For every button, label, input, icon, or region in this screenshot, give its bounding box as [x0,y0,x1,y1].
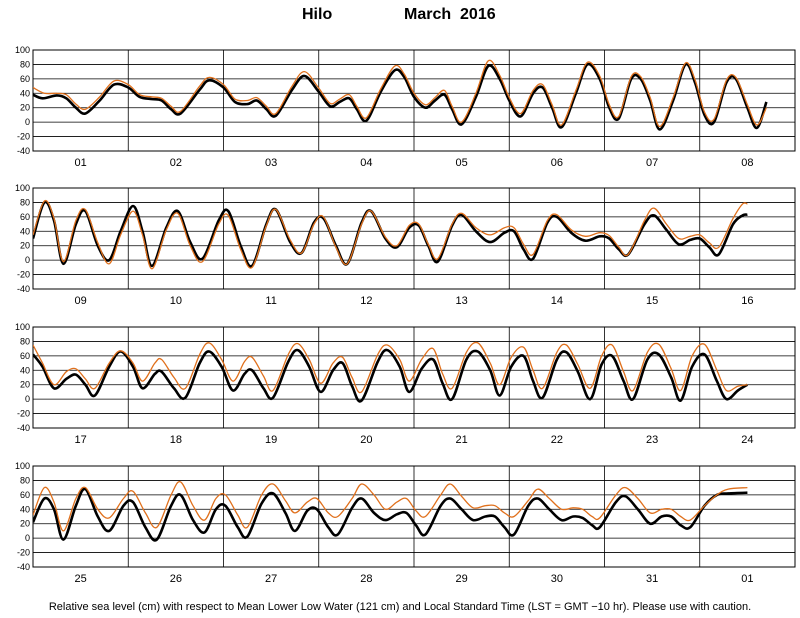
y-tick-label: 100 [15,45,30,55]
day-label: 25 [75,573,87,585]
y-tick-label: -40 [17,562,30,572]
y-tick-label: 60 [20,74,30,84]
day-label: 05 [456,157,468,169]
y-tick-label: 40 [20,365,30,375]
tide-panel-2: -40 -20 0 20 40 60 80 100 09 10 11 12 13 14 15 16 [15,183,796,307]
y-tick-label: -20 [17,548,30,558]
day-label: 16 [741,295,753,307]
predicted-series-line [33,341,748,394]
day-label: 30 [551,573,563,585]
day-label: 17 [75,434,87,446]
day-label: 09 [75,295,87,307]
y-tick-label: 40 [20,88,30,98]
day-label: 08 [741,157,753,169]
y-tick-label: 100 [15,322,30,332]
chart-title: Hilo March 2016 [0,6,800,28]
y-tick-label: 20 [20,103,30,113]
day-label: 01 [741,573,753,585]
y-tick-label: 60 [20,351,30,361]
title-period: March 2016 [404,6,496,23]
y-tick-label: 20 [20,241,30,251]
day-label: 02 [170,157,182,169]
day-label: 21 [456,434,468,446]
panel-frame [32,465,796,568]
y-tick-label: 100 [15,183,30,193]
day-label: 22 [551,434,563,446]
y-tick-label: 80 [20,197,30,207]
day-label: 01 [75,157,87,169]
day-label: 13 [456,295,468,307]
day-label: 14 [551,295,563,307]
y-tick-label: 100 [15,461,30,471]
y-tick-label: 60 [20,212,30,222]
y-tick-label: 20 [20,519,30,529]
y-tick-label: 40 [20,226,30,236]
y-tick-label: 0 [25,533,30,543]
tide-panel-4: -40 -20 0 20 40 60 80 100 25 26 27 28 29 30 31 01 [15,461,796,585]
day-label: 15 [646,295,658,307]
observed-series-line [33,487,748,542]
panel-frame [32,326,796,429]
y-tick-label: -40 [17,284,30,294]
y-tick-label: 60 [20,490,30,500]
predicted-series-line [33,199,748,270]
day-label: 31 [646,573,658,585]
day-label: 26 [170,573,182,585]
chart-caption: Relative sea level (cm) with respect to … [48,601,752,613]
day-label: 18 [170,434,182,446]
day-label: 12 [360,295,372,307]
y-tick-label: -40 [17,423,30,433]
y-tick-label: -20 [17,270,30,280]
day-label: 28 [360,573,372,585]
y-tick-label: 80 [20,59,30,69]
y-tick-label: 80 [20,336,30,346]
y-tick-label: 0 [25,117,30,127]
tide-panel-1: -40 -20 0 20 40 60 80 100 01 02 03 04 05 06 07 08 [15,45,796,169]
day-label: 23 [646,434,658,446]
day-label: 03 [265,157,277,169]
y-tick-label: 0 [25,255,30,265]
day-label: 27 [265,573,277,585]
predicted-series-line [33,59,767,128]
day-label: 24 [741,434,753,446]
observed-series-line [33,348,749,403]
observed-series-line [33,200,748,268]
day-label: 20 [360,434,372,446]
tide-panel-3: -40 -20 0 20 40 60 80 100 17 18 19 20 21 22 23 24 [15,322,796,446]
station-name: Hilo [302,6,333,23]
y-tick-label: -20 [17,409,30,419]
y-tick-label: -20 [17,132,30,142]
panel-frame [32,49,796,152]
day-label: 04 [360,157,372,169]
y-tick-label: 0 [25,394,30,404]
observed-series-line [33,62,768,131]
day-label: 19 [265,434,277,446]
day-label: 29 [456,573,468,585]
day-label: 10 [170,295,182,307]
day-label: 11 [265,295,276,307]
y-tick-label: -40 [17,146,30,156]
day-label: 07 [646,157,658,169]
y-tick-label: 40 [20,504,30,514]
y-tick-label: 80 [20,475,30,485]
predicted-series-line [33,480,748,532]
day-label: 06 [551,157,563,169]
y-tick-label: 20 [20,380,30,390]
